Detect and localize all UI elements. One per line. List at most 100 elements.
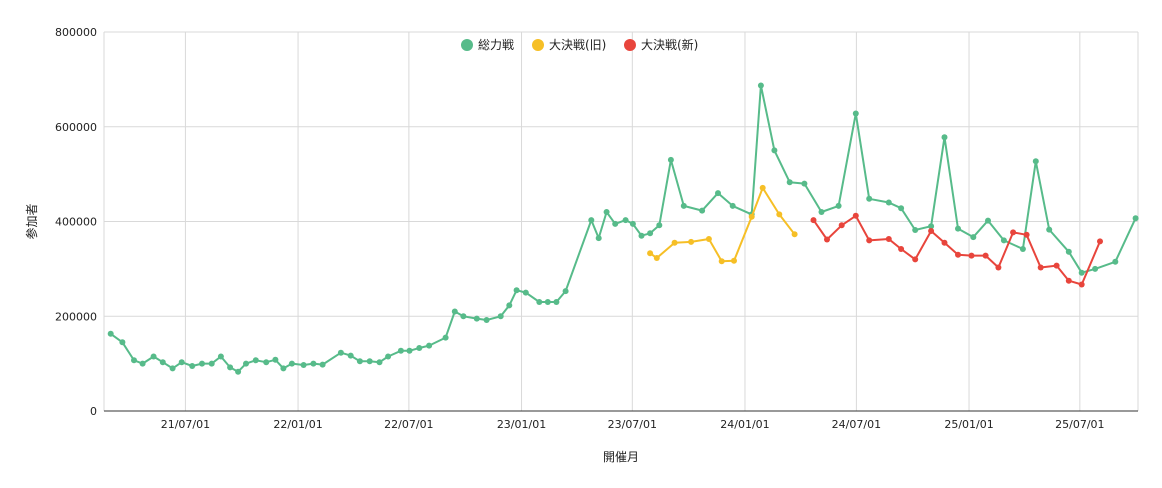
data-point[interactable] bbox=[801, 180, 808, 187]
data-point[interactable] bbox=[638, 232, 645, 239]
data-point[interactable] bbox=[612, 220, 619, 227]
data-point[interactable] bbox=[955, 251, 961, 258]
data-point[interactable] bbox=[506, 302, 513, 309]
data-point[interactable] bbox=[818, 209, 825, 215]
data-point[interactable] bbox=[898, 246, 905, 252]
data-point[interactable] bbox=[385, 353, 392, 360]
data-point[interactable] bbox=[622, 217, 629, 224]
data-point[interactable] bbox=[1097, 238, 1103, 245]
data-point[interactable] bbox=[553, 299, 560, 305]
data-point[interactable] bbox=[337, 349, 344, 356]
data-point[interactable] bbox=[460, 313, 467, 320]
data-point[interactable] bbox=[1037, 264, 1044, 271]
data-point[interactable] bbox=[442, 334, 449, 341]
data-point[interactable] bbox=[263, 359, 270, 366]
data-point[interactable] bbox=[928, 223, 935, 230]
data-point[interactable] bbox=[288, 360, 295, 367]
data-point[interactable] bbox=[912, 256, 919, 263]
legend-item[interactable]: 大決戦(旧) bbox=[532, 38, 606, 52]
data-point[interactable] bbox=[513, 287, 520, 294]
data-point[interactable] bbox=[771, 147, 778, 154]
data-point[interactable] bbox=[310, 360, 317, 367]
data-point[interactable] bbox=[757, 82, 764, 89]
data-point[interactable] bbox=[522, 289, 529, 296]
data-point[interactable] bbox=[656, 222, 663, 229]
data-point[interactable] bbox=[397, 347, 404, 354]
data-point[interactable] bbox=[356, 358, 363, 365]
data-point[interactable] bbox=[159, 359, 166, 366]
data-point[interactable] bbox=[866, 237, 873, 244]
data-point[interactable] bbox=[667, 156, 674, 163]
data-point[interactable] bbox=[217, 353, 224, 360]
data-point[interactable] bbox=[1010, 229, 1017, 236]
data-point[interactable] bbox=[759, 184, 766, 191]
data-point[interactable] bbox=[235, 368, 242, 375]
data-point[interactable] bbox=[1019, 246, 1026, 252]
data-point[interactable] bbox=[300, 362, 307, 368]
data-point[interactable] bbox=[688, 238, 695, 245]
data-point[interactable] bbox=[838, 222, 845, 229]
data-point[interactable] bbox=[729, 202, 736, 209]
data-point[interactable] bbox=[483, 317, 490, 323]
data-point[interactable] bbox=[968, 252, 975, 259]
data-point[interactable] bbox=[885, 236, 892, 242]
data-point[interactable] bbox=[731, 257, 737, 264]
legend[interactable]: 総力戦 大決戦(旧) 大決戦(新) bbox=[461, 37, 698, 52]
data-point[interactable] bbox=[1046, 226, 1053, 233]
data-point[interactable] bbox=[416, 345, 423, 351]
data-point[interactable] bbox=[178, 359, 185, 366]
data-point[interactable] bbox=[810, 217, 817, 224]
data-point[interactable] bbox=[406, 347, 413, 354]
data-point[interactable] bbox=[588, 217, 595, 224]
data-point[interactable] bbox=[426, 342, 433, 349]
data-point[interactable] bbox=[718, 258, 725, 265]
data-point[interactable] bbox=[824, 236, 830, 243]
data-point[interactable] bbox=[647, 230, 654, 237]
data-point[interactable] bbox=[169, 365, 176, 372]
data-point[interactable] bbox=[131, 357, 137, 364]
data-point[interactable] bbox=[139, 360, 146, 367]
data-point[interactable] bbox=[866, 195, 873, 202]
data-point[interactable] bbox=[653, 255, 660, 261]
data-point[interactable] bbox=[595, 235, 602, 242]
data-point[interactable] bbox=[603, 209, 610, 215]
data-point[interactable] bbox=[1078, 269, 1085, 276]
data-point[interactable] bbox=[319, 361, 326, 368]
data-point[interactable] bbox=[791, 231, 798, 238]
data-point[interactable] bbox=[941, 134, 948, 141]
data-point[interactable] bbox=[497, 313, 504, 320]
data-point[interactable] bbox=[1032, 158, 1039, 165]
data-point[interactable] bbox=[150, 353, 157, 360]
data-point[interactable] bbox=[1000, 237, 1007, 244]
data-point[interactable] bbox=[898, 205, 905, 212]
data-point[interactable] bbox=[272, 356, 279, 363]
legend-item[interactable]: 総力戦 bbox=[461, 38, 514, 52]
data-point[interactable] bbox=[107, 330, 114, 337]
data-point[interactable] bbox=[715, 190, 721, 197]
data-point[interactable] bbox=[536, 299, 543, 305]
data-point[interactable] bbox=[928, 228, 935, 234]
data-point[interactable] bbox=[885, 199, 892, 206]
data-point[interactable] bbox=[1092, 265, 1099, 272]
data-point[interactable] bbox=[119, 339, 126, 346]
data-point[interactable] bbox=[1078, 281, 1085, 288]
data-point[interactable] bbox=[1023, 231, 1030, 238]
data-point[interactable] bbox=[776, 211, 783, 218]
data-point[interactable] bbox=[1053, 262, 1060, 269]
data-point[interactable] bbox=[941, 239, 948, 246]
data-point[interactable] bbox=[852, 110, 859, 117]
data-point[interactable] bbox=[1112, 258, 1119, 265]
legend-item[interactable]: 大決戦(新) bbox=[624, 37, 698, 52]
data-point[interactable] bbox=[982, 252, 989, 259]
data-point[interactable] bbox=[705, 236, 712, 242]
data-point[interactable] bbox=[1065, 248, 1072, 255]
data-point[interactable] bbox=[562, 288, 569, 295]
data-point[interactable] bbox=[955, 225, 961, 232]
data-point[interactable] bbox=[252, 357, 259, 364]
data-point[interactable] bbox=[629, 220, 636, 227]
data-point[interactable] bbox=[671, 239, 678, 246]
data-point[interactable] bbox=[280, 365, 287, 372]
data-point[interactable] bbox=[699, 207, 706, 214]
data-point[interactable] bbox=[376, 359, 383, 366]
data-point[interactable] bbox=[995, 264, 1002, 271]
